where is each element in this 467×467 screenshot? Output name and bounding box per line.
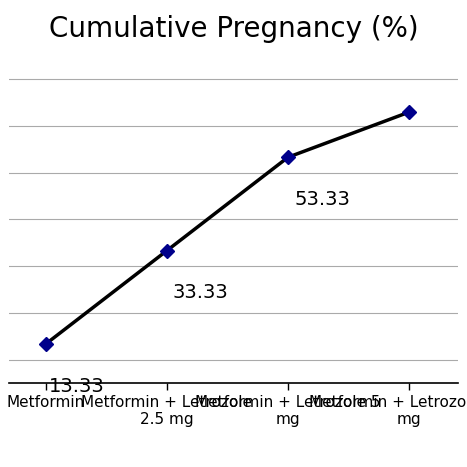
- Text: 13.33: 13.33: [50, 377, 105, 396]
- Text: 33.33: 33.33: [173, 283, 229, 302]
- Text: 53.33: 53.33: [294, 190, 350, 209]
- Title: Cumulative Pregnancy (%): Cumulative Pregnancy (%): [49, 14, 418, 42]
